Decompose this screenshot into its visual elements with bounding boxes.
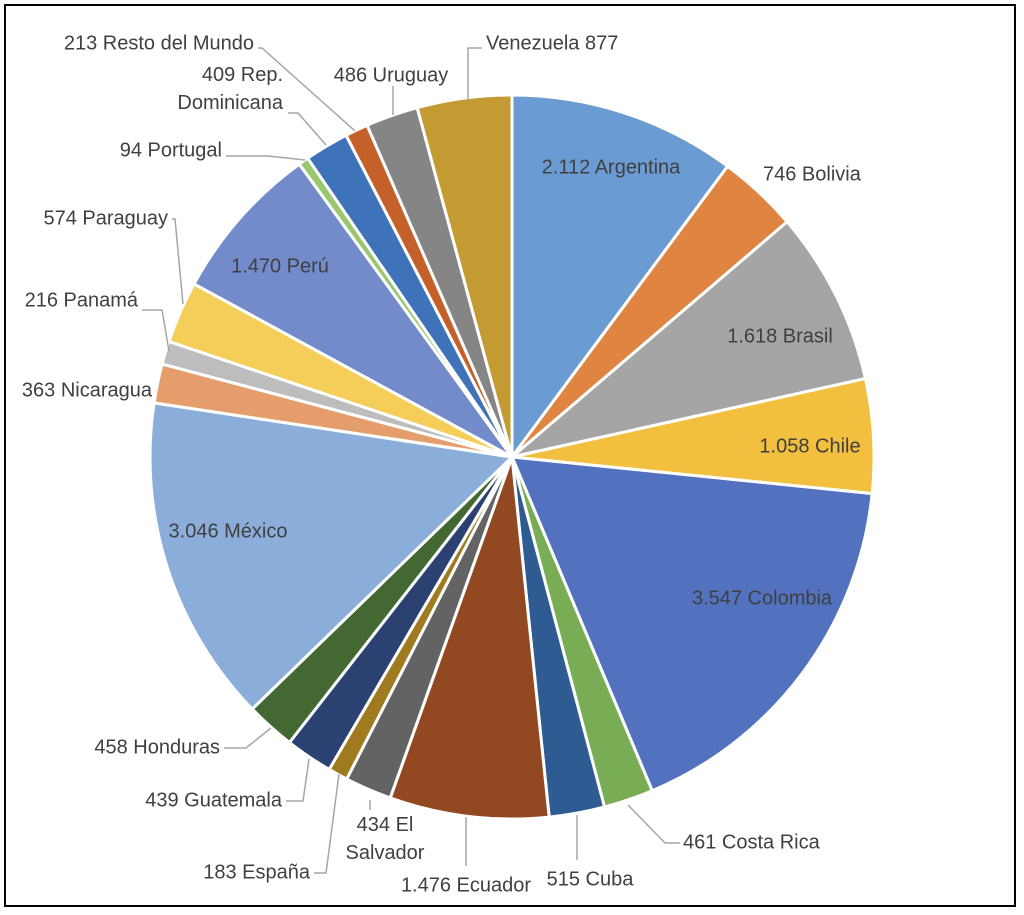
data-label: 3.547 Colombia <box>692 587 833 609</box>
leader-line <box>142 309 170 352</box>
data-label: 213 Resto del Mundo <box>64 32 254 54</box>
leader-line <box>224 727 272 749</box>
pie-slice <box>509 455 874 793</box>
data-label: 461 Costa Rica <box>683 831 821 853</box>
data-label: 94 Portugal <box>120 139 222 161</box>
data-label: 216 Panamá <box>25 289 139 311</box>
leader-line <box>172 218 184 305</box>
data-label: 409 Rep. Dominicana <box>177 64 283 114</box>
data-label: 746 Bolivia <box>763 163 862 185</box>
data-label: 574 Paraguay <box>43 207 168 229</box>
data-label: 1.058 Chile <box>759 435 860 457</box>
leader-lines <box>142 47 680 874</box>
leader-line <box>314 773 340 874</box>
leader-line <box>226 155 306 161</box>
data-label: 1.476 Ecuador <box>401 874 531 896</box>
leader-line <box>467 47 482 101</box>
data-label: 434 El Salvador <box>346 814 425 864</box>
data-label: 363 Nicaragua <box>22 379 153 401</box>
pie-slice <box>511 219 868 459</box>
leader-line <box>288 112 327 146</box>
pie-slice <box>510 93 730 462</box>
leader-line <box>258 47 356 132</box>
data-label: Venezuela 877 <box>486 32 618 54</box>
data-label: 515 Cuba <box>547 868 635 890</box>
data-label: 183 España <box>203 861 311 883</box>
pie-slice <box>192 162 514 459</box>
pie-slice <box>148 401 516 712</box>
data-label: 439 Guatemala <box>145 789 283 811</box>
leader-line <box>627 804 680 844</box>
pie-slices <box>148 93 876 821</box>
data-label: 2.112 Argentina <box>542 156 682 178</box>
data-label: 458 Honduras <box>94 736 220 758</box>
pie-slice <box>415 93 514 458</box>
pie-slice <box>388 456 551 821</box>
data-label: 1.618 Brasil <box>727 325 833 347</box>
data-label: 3.046 México <box>169 520 288 542</box>
leader-line <box>286 758 310 802</box>
data-labels: 2.112 Argentina 746 Bolivia 1.618 Brasil 1.… <box>22 32 862 896</box>
data-label: 486 Uruguay <box>334 64 449 86</box>
data-label: 1.470 Perú <box>231 255 329 277</box>
